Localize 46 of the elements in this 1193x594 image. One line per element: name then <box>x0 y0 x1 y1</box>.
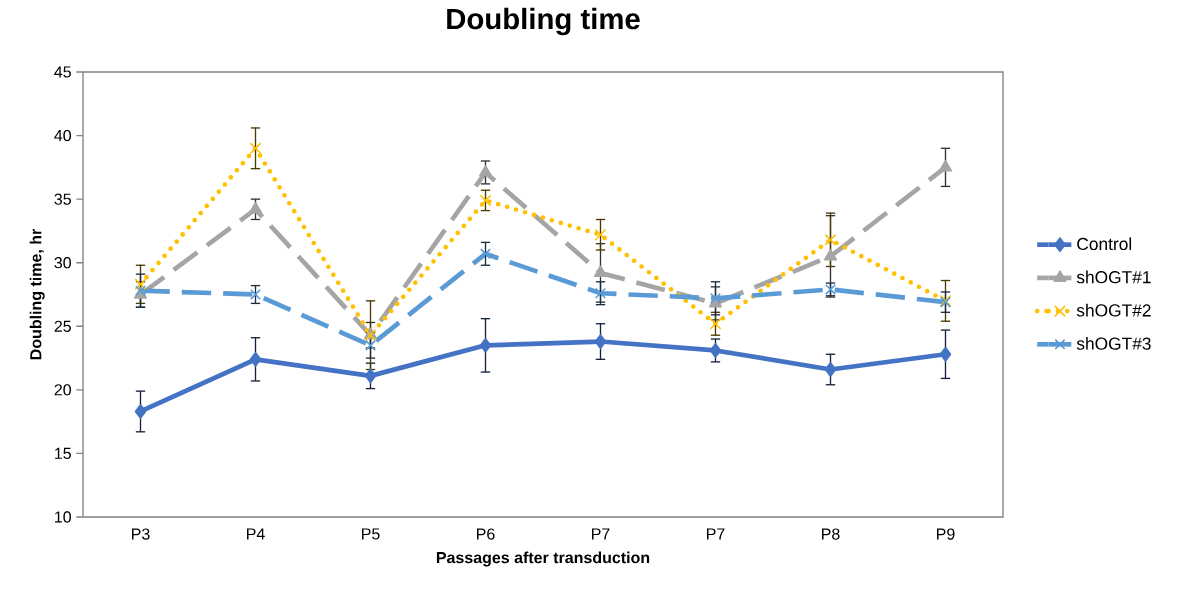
legend-label: shOGT#2 <box>1076 303 1151 317</box>
x-tick-label: P9 <box>937 528 955 540</box>
x-tick-label: P4 <box>247 528 265 540</box>
x-tick-label: P6 <box>477 528 495 540</box>
y-tick-label: 40 <box>54 129 72 142</box>
point <box>594 334 607 350</box>
point <box>134 278 147 290</box>
legend-label: shOGT#3 <box>1076 337 1151 350</box>
point <box>594 229 607 241</box>
y-axis-title: Doubling time, hr <box>29 228 45 360</box>
point <box>938 159 953 172</box>
legend-label: shOGT#1 <box>1076 270 1151 284</box>
legend-label: Control <box>1077 237 1132 251</box>
point <box>249 351 262 367</box>
point <box>364 339 377 351</box>
y-tick-label: 35 <box>54 193 71 205</box>
point <box>364 368 377 384</box>
point <box>479 248 492 260</box>
point <box>249 142 262 154</box>
point <box>478 164 493 177</box>
chart-title: Doubling time <box>447 7 640 36</box>
point <box>823 248 838 261</box>
x-tick-label: P3 <box>132 528 150 540</box>
x-axis-title: Passages after transduction <box>436 551 650 567</box>
point <box>593 265 608 278</box>
point <box>709 318 722 330</box>
x-tick-label: P5 <box>362 528 380 540</box>
x-tick-label: P7 <box>707 528 725 540</box>
x-tick-label: P8 <box>822 528 840 540</box>
point <box>824 362 837 377</box>
point <box>134 404 147 419</box>
y-tick-label: 15 <box>55 447 71 459</box>
x-tick-label: P7 <box>592 528 610 540</box>
y-tick-label: 10 <box>55 511 72 523</box>
point <box>594 287 607 299</box>
point <box>479 337 492 353</box>
y-tick-label: 45 <box>54 66 71 78</box>
point <box>824 234 837 246</box>
point <box>709 342 722 358</box>
y-tick-label: 30 <box>54 257 72 269</box>
point <box>939 346 952 362</box>
y-tick-label: 20 <box>54 384 72 396</box>
point <box>249 288 262 301</box>
point <box>479 194 492 206</box>
y-tick-label: 25 <box>54 320 71 332</box>
point <box>709 292 722 304</box>
